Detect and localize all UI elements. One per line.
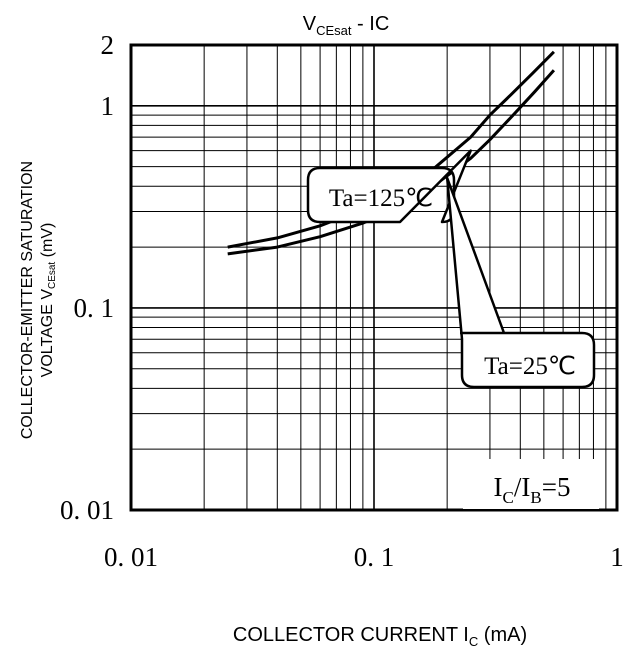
callout-ta125-label: Ta=125℃ (329, 185, 433, 212)
y-tick-label: 2 (101, 30, 115, 60)
series-line-ta125 (227, 50, 555, 249)
y-tick-label: 0. 01 (60, 495, 114, 525)
condition-label: IC/IB=5 (463, 459, 599, 509)
x-tick-label: 1 (610, 542, 624, 572)
chart-title: VCEsat - IC (303, 13, 390, 38)
y-tick-label: 1 (101, 91, 115, 121)
x-tick-label: 0. 01 (104, 542, 158, 572)
y-axis-label: COLLECTOR-EMITTER SATURATION VOLTAGE VCE… (19, 161, 58, 439)
condition-label-text: IC/IB=5 (494, 472, 571, 507)
x-tick-label: 0. 1 (354, 542, 395, 572)
grid (131, 45, 617, 510)
y-axis-label-line2: VOLTAGE VCEsat (mV) (39, 223, 58, 378)
condition-label-bg (463, 459, 599, 509)
callout-ta25: Ta=25℃ (445, 176, 596, 389)
callouts: Ta=125℃ Ta=25℃ (306, 149, 596, 389)
plot-area: 0. 01 0. 1 1 0. 01 0. 1 1 2 Ta=125℃ Ta=25℃ (60, 30, 624, 572)
x-axis-label: COLLECTOR CURRENT IC (mA) (233, 624, 527, 649)
y-axis-label-line1: COLLECTOR-EMITTER SATURATION (19, 161, 36, 439)
callout-ta25-bubble (445, 176, 596, 389)
callout-ta125: Ta=125℃ (306, 149, 472, 224)
tick-labels: 0. 01 0. 1 1 0. 01 0. 1 1 2 (60, 30, 624, 572)
y-tick-label: 0. 1 (74, 293, 115, 323)
callout-ta25-label: Ta=25℃ (484, 353, 576, 380)
callout-ta125-bubble (306, 149, 472, 224)
plot-frame (129, 43, 619, 512)
curves (227, 50, 556, 256)
series-line-ta25 (227, 69, 556, 256)
